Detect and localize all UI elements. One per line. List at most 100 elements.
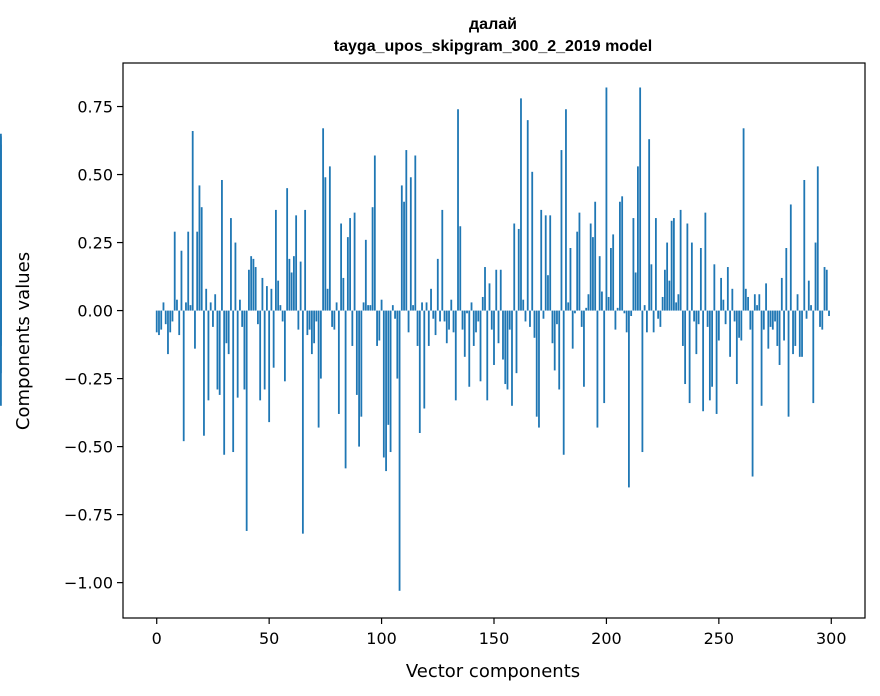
bar [504, 310, 507, 385]
bar [430, 288, 432, 311]
bar [733, 310, 736, 322]
bar [715, 310, 718, 414]
y-tick-label: −0.50 [64, 438, 113, 457]
bar [549, 215, 552, 311]
bar [484, 267, 486, 311]
bar [524, 310, 527, 322]
bar [380, 299, 383, 311]
bar [176, 299, 178, 311]
bar [497, 310, 500, 344]
bar [646, 310, 648, 333]
bar [194, 310, 196, 349]
bar [515, 310, 518, 374]
bar [227, 310, 230, 355]
bar [717, 310, 720, 341]
bar [814, 242, 817, 311]
bar [592, 237, 594, 311]
bar [164, 310, 167, 325]
bar [394, 310, 396, 319]
bar [0, 133, 2, 311]
bar [360, 310, 363, 417]
bar [331, 310, 334, 327]
bar [198, 185, 201, 311]
bar [326, 288, 329, 311]
bar [729, 310, 731, 357]
bar [767, 310, 770, 349]
bar [432, 310, 435, 319]
bar [612, 234, 615, 311]
bar [328, 166, 331, 311]
x-tick-label: 300 [816, 629, 847, 648]
bar [171, 310, 174, 322]
bar [479, 310, 482, 382]
bar [162, 302, 165, 311]
bar [562, 310, 565, 455]
bar [236, 310, 239, 398]
bar [578, 212, 581, 311]
bar [299, 261, 302, 311]
bar [243, 310, 246, 390]
bar [223, 310, 226, 455]
bar [661, 296, 664, 311]
bar [551, 310, 554, 344]
bar [322, 128, 325, 311]
bar [672, 218, 675, 311]
bar [756, 305, 758, 311]
bar [502, 310, 504, 360]
bars-group [0, 87, 830, 591]
bar [337, 310, 340, 414]
bar [753, 294, 756, 311]
bar [520, 98, 522, 311]
bar [735, 310, 738, 385]
bar [778, 310, 781, 365]
bar [239, 299, 241, 311]
bar [789, 204, 792, 311]
bar [250, 256, 253, 311]
y-tick-label: 0.00 [77, 302, 113, 321]
bar [225, 310, 228, 344]
bar [205, 288, 208, 311]
bar [196, 231, 199, 311]
bar [389, 310, 392, 453]
bar [400, 185, 403, 311]
bar [688, 310, 691, 404]
bar [659, 310, 662, 327]
bar [760, 310, 763, 406]
bar [639, 87, 642, 311]
bar [414, 155, 417, 311]
bar [490, 310, 493, 330]
bar [598, 256, 601, 311]
bar [405, 150, 408, 311]
bar [270, 288, 273, 311]
bar [425, 302, 428, 311]
bar [648, 139, 651, 311]
bar [679, 209, 682, 311]
bar [522, 299, 525, 311]
bar [423, 310, 426, 409]
bar [288, 258, 291, 311]
bar [463, 310, 466, 357]
bar [191, 131, 194, 311]
bar [252, 258, 255, 311]
bar [780, 277, 783, 311]
bar [812, 310, 815, 404]
bar [744, 288, 747, 311]
bar [801, 310, 803, 357]
bar [304, 209, 307, 311]
x-axis-label: Vector components [406, 661, 580, 682]
bar [823, 267, 826, 311]
bar [230, 218, 232, 311]
bar [538, 310, 540, 428]
bar [189, 305, 192, 311]
bar [286, 188, 289, 311]
bar [749, 310, 752, 330]
bar [173, 231, 176, 311]
bar [526, 120, 529, 311]
bar [828, 310, 830, 317]
bar [774, 310, 776, 322]
x-tick-label: 250 [704, 629, 735, 648]
bar [531, 171, 534, 311]
bar [569, 248, 572, 311]
bar [283, 310, 286, 382]
